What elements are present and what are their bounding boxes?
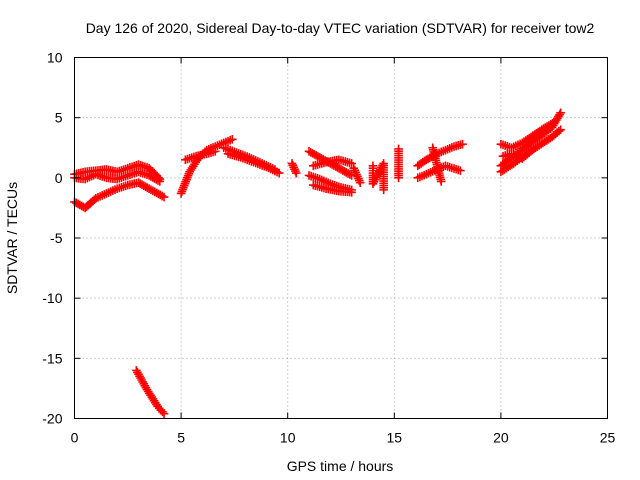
- grid: [74, 57, 608, 419]
- y-axis-label: SDTVAR / TECUs: [4, 182, 20, 294]
- data-point: [274, 168, 284, 178]
- x-tick-label: 20: [493, 430, 509, 446]
- data-point: [347, 187, 356, 197]
- y-tick-label: -20: [42, 411, 62, 427]
- x-tick-label: 0: [71, 430, 79, 446]
- x-tick-labels: 0 5 10 15 20 25: [71, 430, 616, 446]
- y-tick-label: 5: [55, 110, 63, 126]
- data-point: [347, 159, 356, 168]
- chart-title: Day 126 of 2020, Sidereal Day-to-day VTE…: [86, 20, 595, 36]
- data-points: [70, 108, 565, 418]
- data-point: [436, 177, 446, 186]
- y-tick-label: -15: [42, 350, 62, 366]
- data-point: [270, 165, 280, 174]
- data-point: [355, 178, 365, 187]
- data-point: [210, 147, 220, 156]
- data-point: [556, 125, 565, 134]
- y-tick-label: -10: [42, 290, 62, 306]
- y-tick-label: 10: [47, 50, 63, 66]
- plot-frame: [74, 57, 608, 419]
- x-tick-label: 25: [600, 430, 616, 446]
- x-tick-label: 5: [177, 430, 185, 446]
- data-point: [549, 118, 559, 127]
- axis-ticks: [74, 57, 608, 419]
- data-point: [227, 135, 237, 144]
- x-tick-label: 10: [280, 430, 296, 446]
- data-point: [394, 173, 403, 183]
- data-point: [159, 192, 169, 202]
- data-point: [458, 139, 467, 149]
- data-point: [526, 147, 536, 156]
- data-point: [291, 168, 301, 178]
- data-point: [556, 108, 565, 118]
- y-tick-label: -5: [50, 230, 63, 246]
- data-point: [456, 166, 465, 175]
- x-tick-label: 15: [387, 430, 403, 446]
- y-tick-labels: -20 -15 -10 -5 0 5 10: [42, 50, 62, 427]
- y-tick-label: 0: [55, 170, 63, 186]
- data-point: [155, 177, 165, 186]
- data-point: [379, 185, 388, 195]
- data-point: [159, 409, 169, 418]
- x-axis-label: GPS time / hours: [287, 458, 394, 474]
